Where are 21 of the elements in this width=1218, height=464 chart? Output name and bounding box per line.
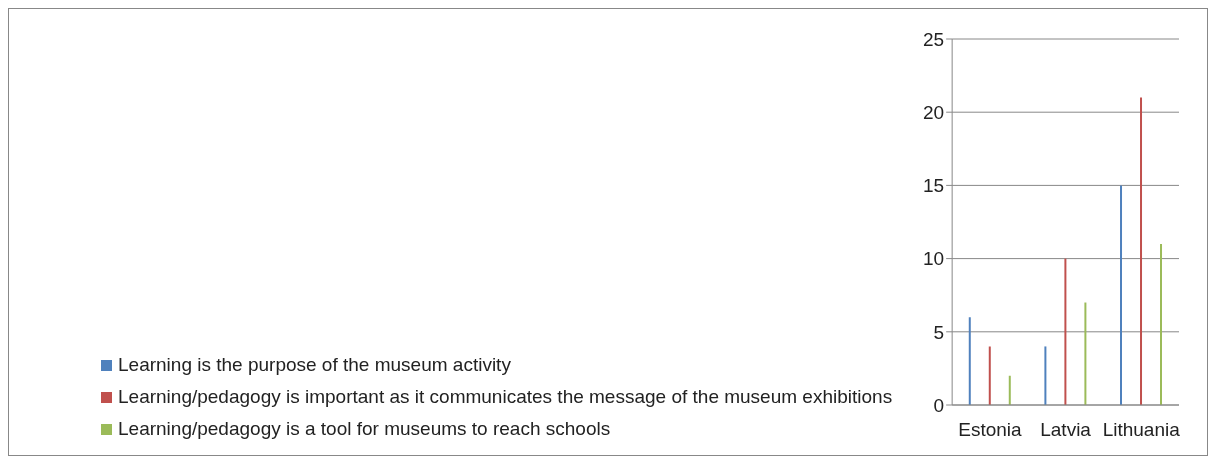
bar xyxy=(1140,97,1143,405)
y-tick-label: 20 xyxy=(923,101,945,123)
y-tick-label: 0 xyxy=(933,394,945,416)
x-tick-label: Lithuania xyxy=(1102,419,1181,441)
y-tick-label: 25 xyxy=(923,28,945,50)
y-tick-label: 10 xyxy=(923,248,945,270)
bar xyxy=(1120,185,1123,405)
y-tick-label: 15 xyxy=(923,175,945,197)
legend-label: Learning is the purpose of the museum activity xyxy=(118,354,511,376)
x-tick-label: Estonia xyxy=(958,419,1023,441)
y-tick-label: 5 xyxy=(933,321,945,343)
bar xyxy=(1160,243,1163,405)
bar xyxy=(968,317,971,405)
bar xyxy=(1044,346,1047,405)
bar xyxy=(1008,375,1011,405)
x-tick-label: Latvia xyxy=(1040,419,1092,441)
legend-label: Learning/pedagogy is important as it communicates the message of the museum exhibitions xyxy=(118,386,893,408)
bar xyxy=(988,346,991,405)
legend-label: Learning/pedagogy is a tool for museums to reach schools xyxy=(118,418,611,440)
bar xyxy=(1064,258,1067,405)
bar xyxy=(1084,302,1087,405)
